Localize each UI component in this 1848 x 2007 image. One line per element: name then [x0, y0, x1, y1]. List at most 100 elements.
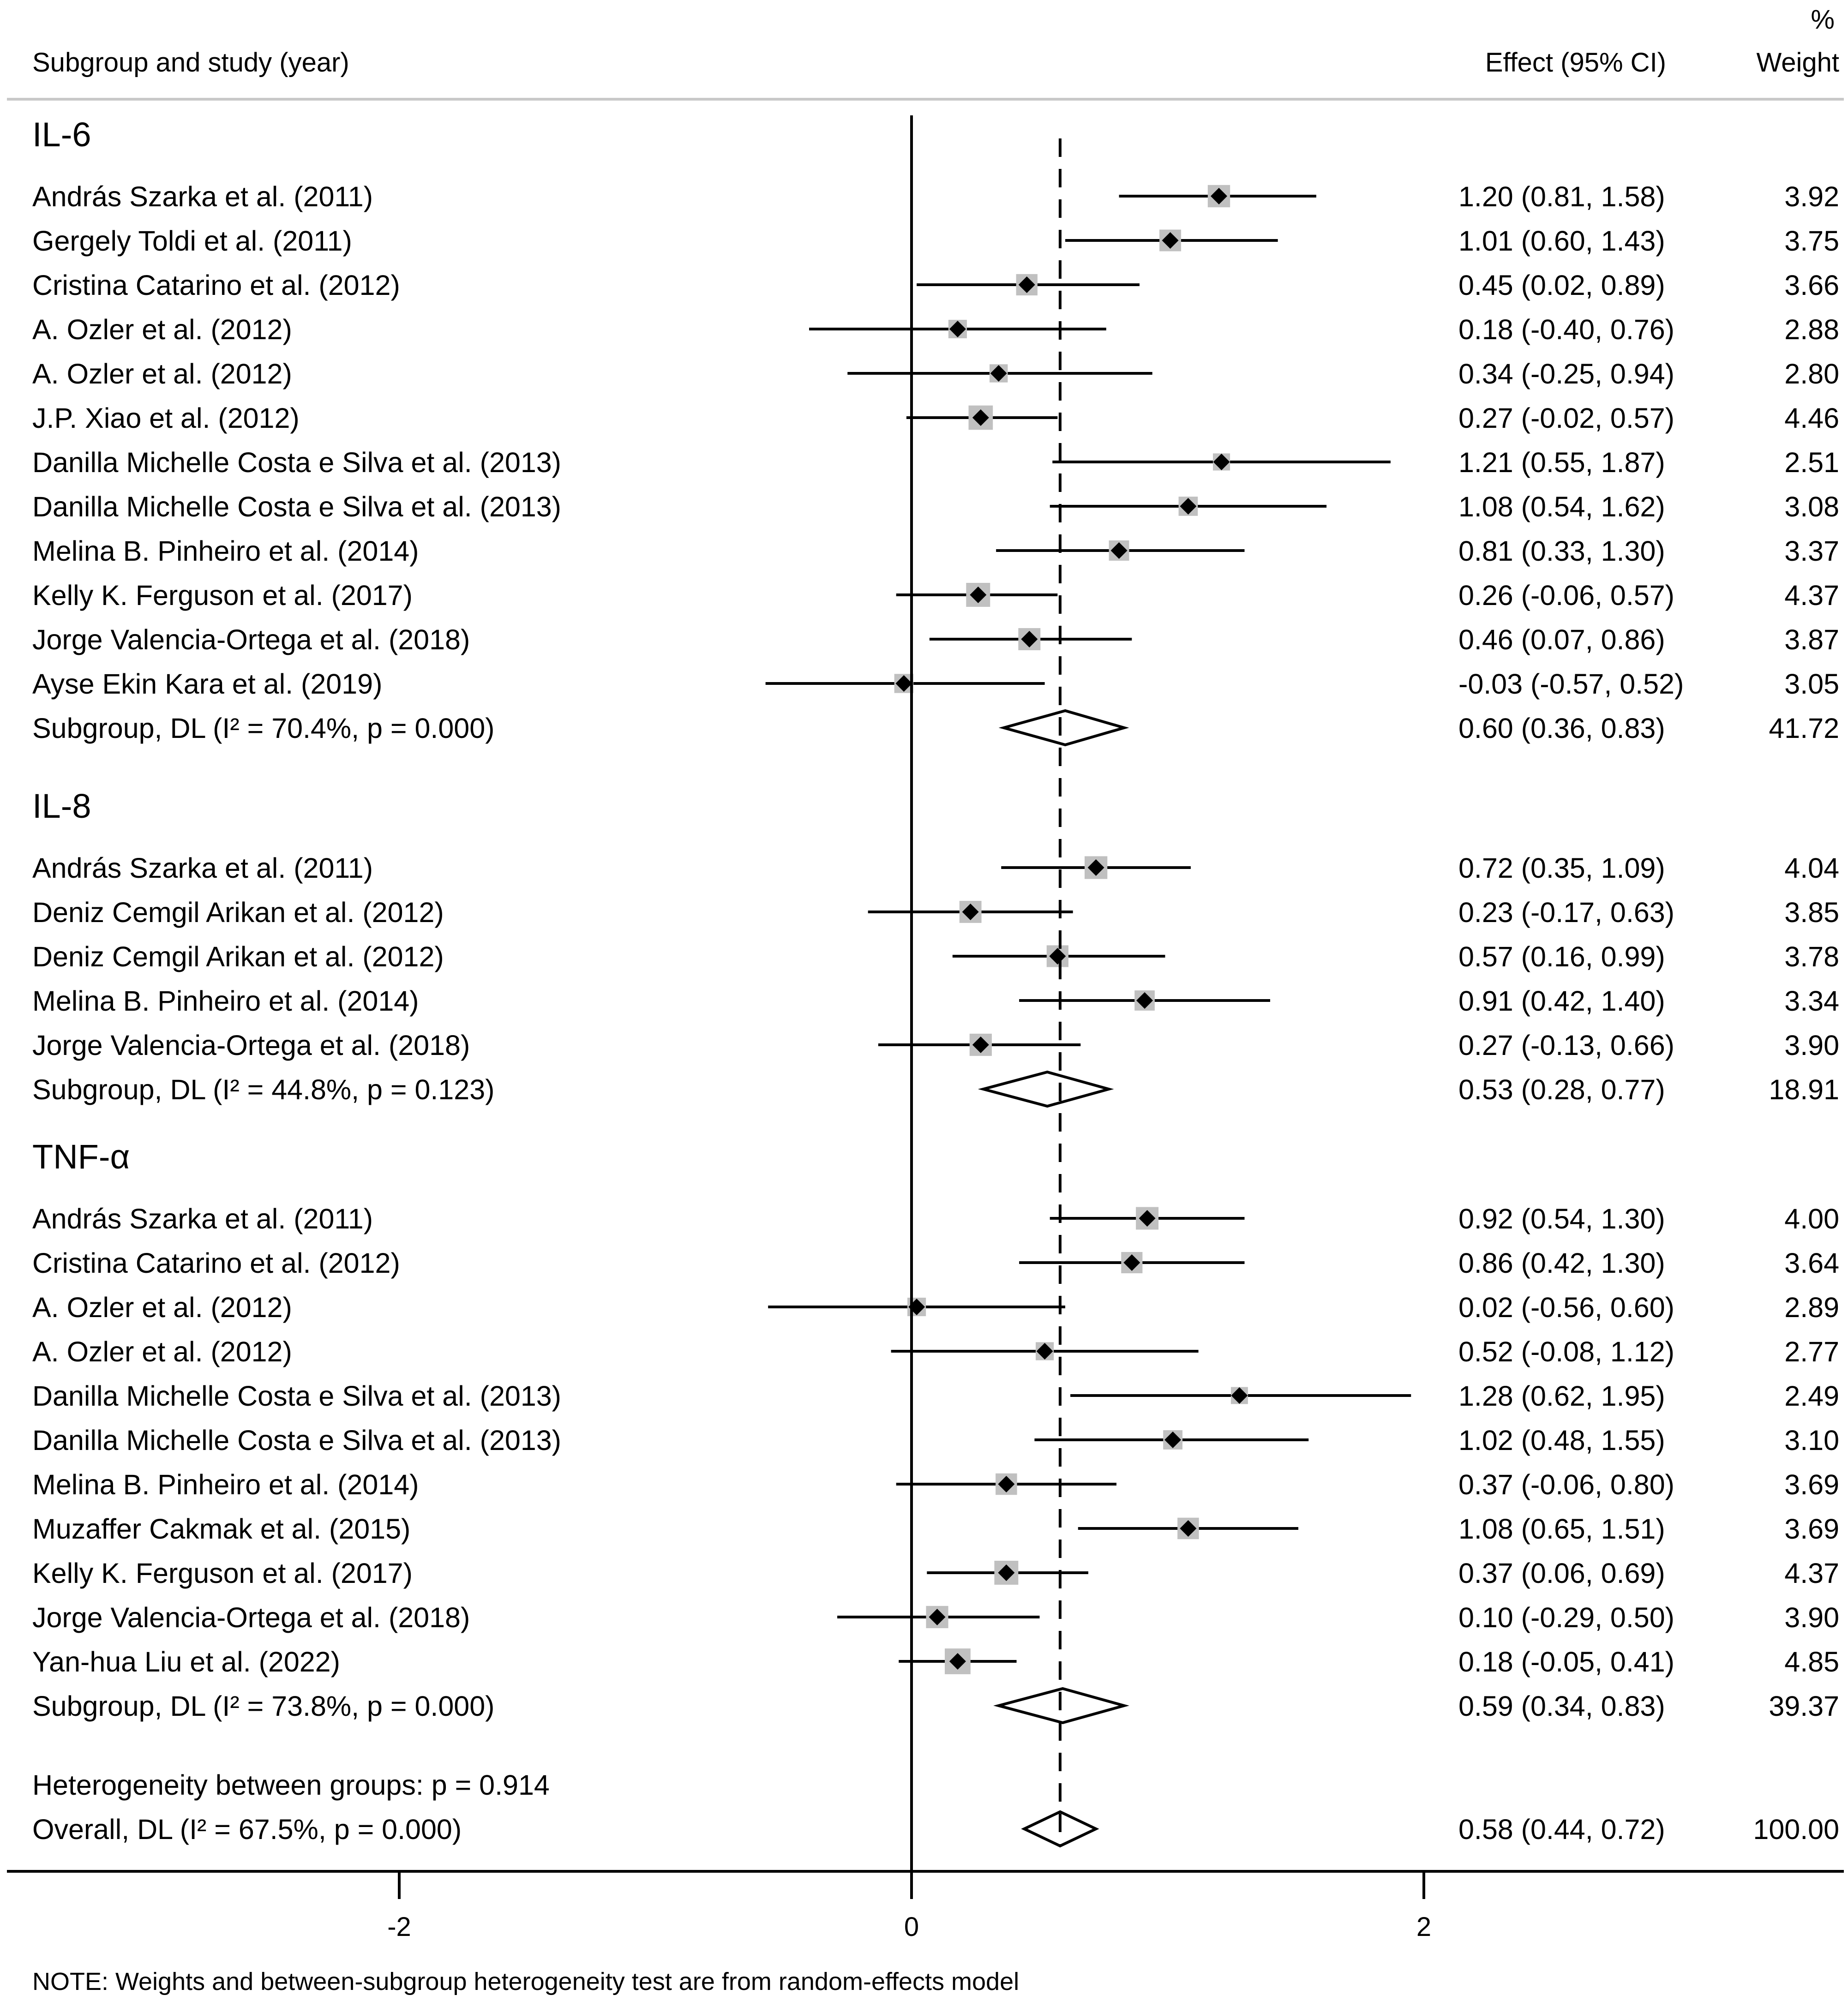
- header-study-column: Subgroup and study (year): [32, 48, 349, 78]
- weight-text: 3.87: [1784, 624, 1839, 655]
- subgroup-weight-text: 41.72: [1769, 713, 1839, 744]
- effect-text: 0.52 (-0.08, 1.12): [1458, 1336, 1674, 1367]
- heterogeneity-text: Heterogeneity between groups: p = 0.914: [32, 1769, 550, 1801]
- effect-text: 0.37 (0.06, 0.69): [1458, 1558, 1665, 1589]
- weight-text: 3.05: [1784, 668, 1839, 700]
- effect-text: 0.23 (-0.17, 0.63): [1458, 897, 1674, 928]
- point-estimate: [895, 675, 912, 692]
- header-weight-percent: %: [1811, 5, 1835, 35]
- weight-text: 3.75: [1784, 225, 1839, 257]
- study-label: Cristina Catarino et al. (2012): [32, 1247, 400, 1279]
- weight-text: 2.80: [1784, 358, 1839, 389]
- effect-text: 0.72 (0.35, 1.09): [1458, 852, 1665, 884]
- weight-text: 4.85: [1784, 1646, 1839, 1677]
- weight-text: 4.00: [1784, 1203, 1839, 1234]
- effect-text: 0.18 (-0.05, 0.41): [1458, 1646, 1674, 1677]
- weight-text: 4.04: [1784, 852, 1839, 884]
- study-label: Ayse Ekin Kara et al. (2019): [32, 668, 382, 700]
- point-estimate: [970, 587, 987, 603]
- point-estimate: [1213, 454, 1230, 470]
- point-estimate: [972, 409, 989, 426]
- forest-marks: IL-6 András Szarka et al. (2011) 1.20 (0.8…: [7, 115, 1844, 1942]
- point-estimate: [1139, 1210, 1156, 1227]
- study-label: Jorge Valencia-Ortega et al. (2018): [32, 624, 470, 655]
- weight-text: 4.37: [1784, 1558, 1839, 1589]
- study-label: Yan-hua Liu et al. (2022): [32, 1646, 340, 1677]
- effect-text: 0.27 (-0.02, 0.57): [1458, 402, 1674, 434]
- point-estimate: [1123, 1254, 1140, 1271]
- weight-text: 3.69: [1784, 1513, 1839, 1545]
- effect-text: 1.28 (0.62, 1.95): [1458, 1380, 1665, 1412]
- study-label: András Szarka et al. (2011): [32, 852, 373, 884]
- weight-text: 4.46: [1784, 402, 1839, 434]
- study-label: Kelly K. Ferguson et al. (2017): [32, 1558, 413, 1589]
- point-estimate: [1164, 1432, 1182, 1448]
- study-label: A. Ozler et al. (2012): [32, 314, 292, 345]
- effect-text: 0.86 (0.42, 1.30): [1458, 1247, 1665, 1279]
- point-estimate: [1180, 1520, 1197, 1537]
- effect-text: 1.21 (0.55, 1.87): [1458, 447, 1665, 478]
- study-label: A. Ozler et al. (2012): [32, 358, 292, 389]
- overall-effect-text: 0.58 (0.44, 0.72): [1458, 1814, 1665, 1845]
- effect-text: 0.27 (-0.13, 0.66): [1458, 1030, 1674, 1061]
- study-label: Melina B. Pinheiro et al. (2014): [32, 985, 419, 1017]
- subgroup-effect-text: 0.60 (0.36, 0.83): [1458, 713, 1665, 744]
- weight-text: 3.08: [1784, 491, 1839, 522]
- weight-text: 3.10: [1784, 1425, 1839, 1456]
- weight-text: 2.51: [1784, 447, 1839, 478]
- subgroup-label: Subgroup, DL (I² = 70.4%, p = 0.000): [32, 713, 494, 744]
- effect-text: 1.01 (0.60, 1.43): [1458, 225, 1665, 257]
- weight-text: 3.90: [1784, 1030, 1839, 1061]
- study-label: J.P. Xiao et al. (2012): [32, 402, 300, 434]
- x-tick-label: 0: [904, 1912, 919, 1942]
- effect-text: 1.20 (0.81, 1.58): [1458, 181, 1665, 212]
- point-estimate: [990, 365, 1007, 382]
- effect-text: 0.92 (0.54, 1.30): [1458, 1203, 1665, 1234]
- subgroup-label: Subgroup, DL (I² = 44.8%, p = 0.123): [32, 1074, 494, 1105]
- study-label: Jorge Valencia-Ortega et al. (2018): [32, 1030, 470, 1061]
- study-label: A. Ozler et al. (2012): [32, 1292, 292, 1323]
- study-label: Cristina Catarino et al. (2012): [32, 270, 400, 301]
- point-estimate: [1162, 232, 1179, 249]
- study-label: András Szarka et al. (2011): [32, 181, 373, 212]
- x-tick-label: 2: [1416, 1912, 1431, 1942]
- overall-label: Overall, DL (I² = 67.5%, p = 0.000): [32, 1814, 462, 1845]
- point-estimate: [962, 904, 979, 920]
- point-estimate: [972, 1036, 989, 1053]
- study-label: Melina B. Pinheiro et al. (2014): [32, 1469, 419, 1500]
- study-label: Melina B. Pinheiro et al. (2014): [32, 535, 419, 567]
- point-estimate: [929, 1609, 946, 1625]
- subgroup-diamond: [998, 709, 1129, 747]
- weight-text: 3.90: [1784, 1602, 1839, 1633]
- point-estimate: [1211, 188, 1227, 204]
- effect-text: 0.57 (0.16, 0.99): [1458, 941, 1665, 972]
- effect-text: 1.08 (0.65, 1.51): [1458, 1513, 1665, 1545]
- study-label: Danilla Michelle Costa e Silva et al. (2…: [32, 447, 561, 478]
- weight-text: 3.69: [1784, 1469, 1839, 1500]
- study-label: Muzaffer Cakmak et al. (2015): [32, 1513, 410, 1545]
- subgroup-weight-text: 18.91: [1769, 1074, 1839, 1105]
- weight-text: 3.92: [1784, 181, 1839, 212]
- effect-text: 0.26 (-0.06, 0.57): [1458, 580, 1674, 611]
- effect-text: 1.08 (0.54, 1.62): [1458, 491, 1665, 522]
- effect-text: 0.81 (0.33, 1.30): [1458, 535, 1665, 567]
- weight-text: 4.37: [1784, 580, 1839, 611]
- point-estimate: [1018, 276, 1035, 293]
- study-label: Danilla Michelle Costa e Silva et al. (2…: [32, 1380, 561, 1412]
- study-label: Deniz Cemgil Arikan et al. (2012): [32, 897, 444, 928]
- weight-text: 2.88: [1784, 314, 1839, 345]
- weight-text: 3.64: [1784, 1247, 1839, 1279]
- weight-text: 3.34: [1784, 985, 1839, 1017]
- effect-text: 0.46 (0.07, 0.86): [1458, 624, 1665, 655]
- point-estimate: [1180, 498, 1197, 515]
- group-title: IL-8: [32, 787, 91, 825]
- subgroup-weight-text: 39.37: [1769, 1690, 1839, 1722]
- point-estimate: [1136, 992, 1153, 1009]
- point-estimate: [1231, 1387, 1248, 1404]
- study-label: Deniz Cemgil Arikan et al. (2012): [32, 941, 444, 972]
- group-title: TNF-α: [32, 1138, 130, 1176]
- point-estimate: [1110, 542, 1128, 559]
- point-estimate: [998, 1476, 1015, 1492]
- study-label: Kelly K. Ferguson et al. (2017): [32, 580, 413, 611]
